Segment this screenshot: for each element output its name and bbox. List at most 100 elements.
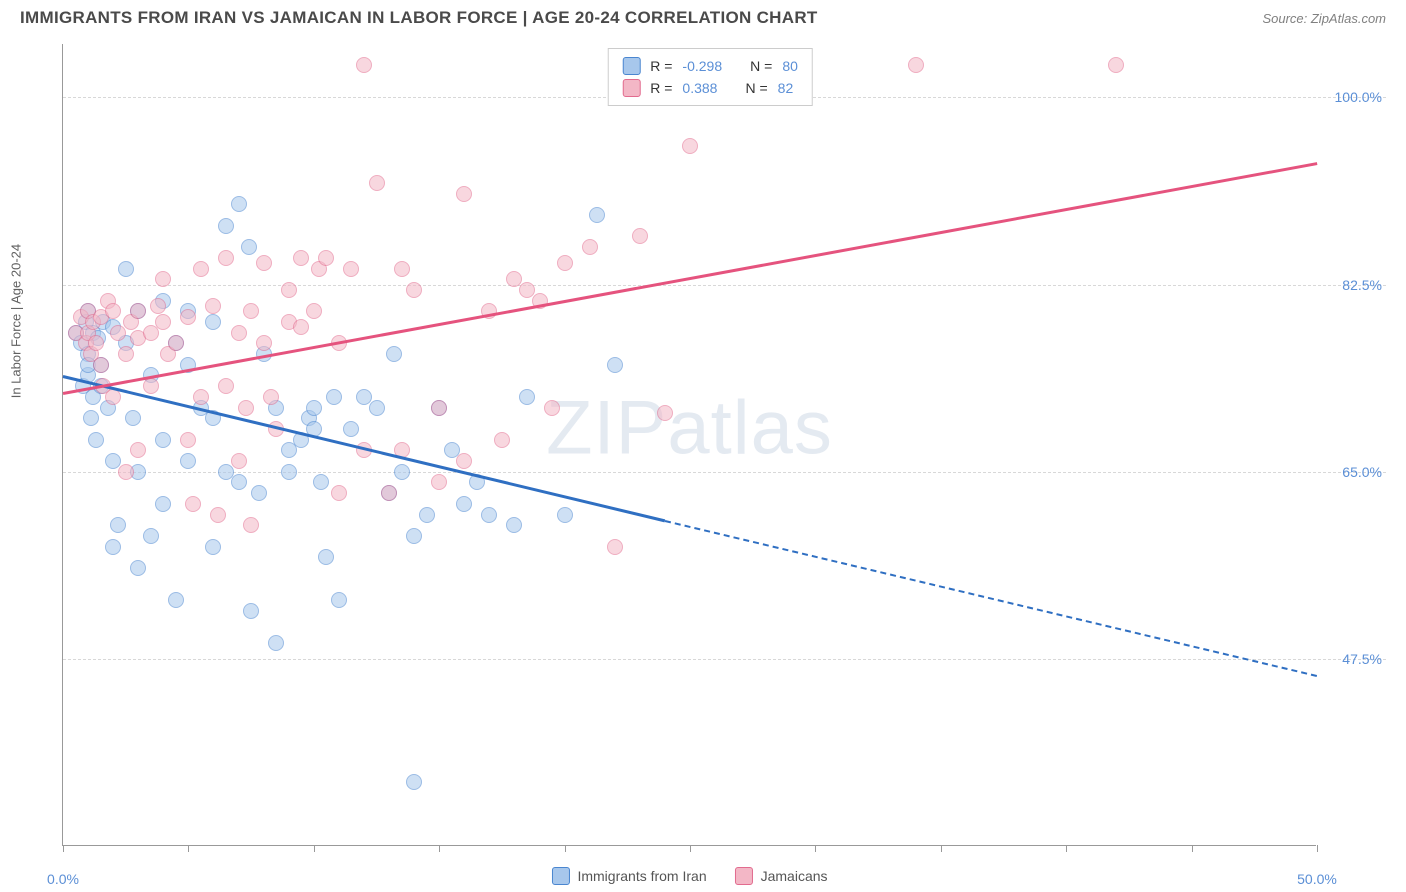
plot-area: ZIPatlas R =-0.298N =80R =0.388N =82 Imm… — [62, 44, 1316, 846]
legend-r-value: -0.298 — [682, 55, 722, 77]
scatter-point — [118, 464, 134, 480]
scatter-point — [83, 410, 99, 426]
x-tick — [565, 845, 566, 852]
scatter-point — [582, 239, 598, 255]
scatter-point — [193, 261, 209, 277]
legend-correlation: R = -0.298 N = 80R =0.388N =82 — [607, 48, 813, 106]
scatter-point — [369, 175, 385, 191]
scatter-point — [326, 389, 342, 405]
scatter-point — [589, 207, 605, 223]
scatter-point — [155, 314, 171, 330]
watermark: ZIPatlas — [546, 385, 833, 472]
legend-series-label: Immigrants from Iran — [577, 868, 706, 884]
scatter-point — [682, 138, 698, 154]
scatter-point — [318, 250, 334, 266]
scatter-point — [481, 507, 497, 523]
scatter-point — [231, 453, 247, 469]
legend-row: R =0.388N =82 — [622, 77, 798, 99]
scatter-point — [331, 485, 347, 501]
scatter-point — [406, 528, 422, 544]
watermark-sub: atlas — [667, 386, 833, 471]
x-tick — [63, 845, 64, 852]
scatter-point — [238, 400, 254, 416]
scatter-point — [331, 592, 347, 608]
chart-title: IMMIGRANTS FROM IRAN VS JAMAICAN IN LABO… — [20, 8, 818, 28]
scatter-point — [193, 389, 209, 405]
x-tick — [1066, 845, 1067, 852]
scatter-point — [343, 421, 359, 437]
source-attribution: Source: ZipAtlas.com — [1262, 11, 1386, 26]
scatter-point — [657, 405, 673, 421]
scatter-point — [168, 335, 184, 351]
scatter-point — [150, 298, 166, 314]
scatter-point — [456, 496, 472, 512]
scatter-point — [394, 261, 410, 277]
legend-swatch — [622, 57, 640, 75]
legend-series: Immigrants from IranJamaicans — [551, 867, 827, 885]
scatter-point — [130, 303, 146, 319]
y-axis-label: In Labor Force | Age 20-24 — [9, 244, 24, 398]
scatter-point — [506, 517, 522, 533]
scatter-point — [281, 282, 297, 298]
legend-series-item: Immigrants from Iran — [551, 867, 706, 885]
scatter-point — [143, 528, 159, 544]
scatter-point — [218, 218, 234, 234]
legend-swatch — [622, 79, 640, 97]
scatter-point — [431, 400, 447, 416]
scatter-point — [155, 271, 171, 287]
scatter-point — [155, 432, 171, 448]
legend-n-prefix: N = — [750, 55, 772, 77]
scatter-point — [218, 378, 234, 394]
scatter-point — [130, 442, 146, 458]
scatter-point — [205, 539, 221, 555]
scatter-point — [180, 432, 196, 448]
scatter-point — [155, 496, 171, 512]
scatter-point — [306, 303, 322, 319]
scatter-point — [218, 250, 234, 266]
y-tick-label: 65.0% — [1342, 464, 1382, 480]
scatter-point — [281, 464, 297, 480]
scatter-point — [110, 517, 126, 533]
scatter-point — [456, 453, 472, 469]
legend-r-prefix: R = — [650, 77, 672, 99]
x-tick — [941, 845, 942, 852]
trend-line — [63, 162, 1317, 394]
y-tick-label: 47.5% — [1342, 651, 1382, 667]
chart-container: In Labor Force | Age 20-24 ZIPatlas R =-… — [20, 44, 1386, 892]
legend-n-value: 82 — [778, 77, 794, 99]
x-tick-label: 50.0% — [1297, 871, 1337, 887]
scatter-point — [369, 400, 385, 416]
scatter-point — [168, 592, 184, 608]
scatter-point — [456, 186, 472, 202]
scatter-point — [607, 357, 623, 373]
scatter-point — [231, 196, 247, 212]
scatter-point — [519, 389, 535, 405]
scatter-point — [908, 57, 924, 73]
gridline-h — [63, 659, 1386, 660]
scatter-point — [386, 346, 402, 362]
scatter-point — [143, 378, 159, 394]
x-tick — [439, 845, 440, 852]
legend-swatch — [551, 867, 569, 885]
gridline-h — [63, 472, 1386, 473]
scatter-point — [231, 474, 247, 490]
scatter-point — [632, 228, 648, 244]
trend-line — [665, 520, 1318, 677]
scatter-point — [256, 335, 272, 351]
scatter-point — [105, 539, 121, 555]
x-tick — [314, 845, 315, 852]
scatter-point — [263, 389, 279, 405]
scatter-point — [125, 410, 141, 426]
scatter-point — [268, 635, 284, 651]
legend-n-value: 80 — [782, 55, 798, 77]
scatter-point — [88, 335, 104, 351]
gridline-h — [63, 285, 1386, 286]
scatter-point — [431, 474, 447, 490]
scatter-point — [231, 325, 247, 341]
scatter-point — [394, 464, 410, 480]
scatter-point — [313, 474, 329, 490]
scatter-point — [557, 507, 573, 523]
scatter-point — [180, 309, 196, 325]
scatter-point — [381, 485, 397, 501]
scatter-point — [243, 303, 259, 319]
